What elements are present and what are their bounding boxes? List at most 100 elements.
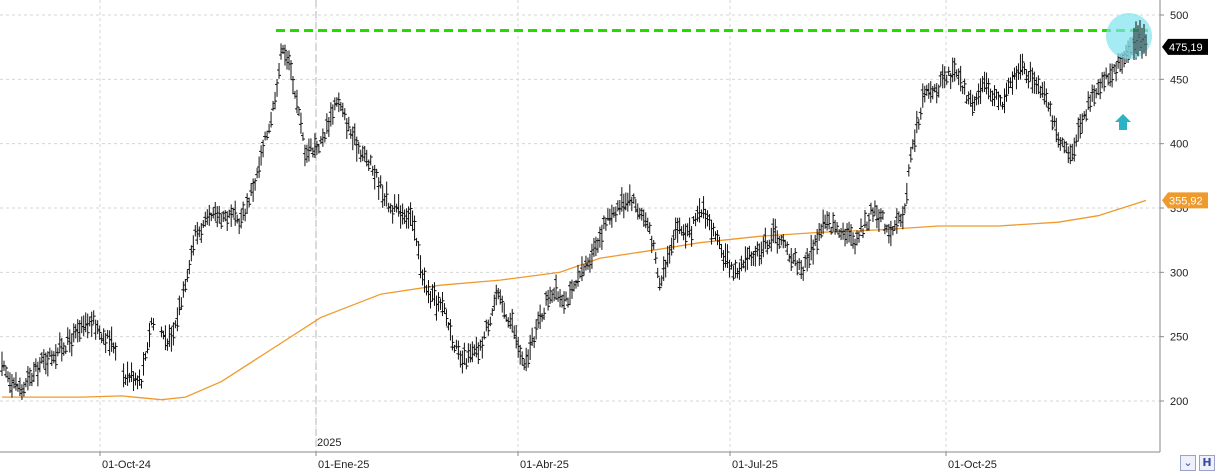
ohlc-bar xyxy=(49,350,54,366)
ohlc-bars xyxy=(0,29,1148,401)
ohlc-bar xyxy=(47,347,52,358)
ohlc-bar xyxy=(536,311,541,329)
x-tick-label: 01-Abr-25 xyxy=(520,459,569,471)
ohlc-bar xyxy=(456,340,461,360)
ma_value: 355,92 xyxy=(1162,192,1208,209)
ohlc-bar xyxy=(1024,69,1029,84)
ohlc-bar xyxy=(1060,137,1065,147)
ohlc-bar xyxy=(572,281,576,292)
ohlc-bar xyxy=(37,357,42,373)
ohlc-bar xyxy=(364,149,369,167)
ohlc-bar xyxy=(711,222,716,237)
ohlc-bar xyxy=(558,288,563,308)
ohlc-bar xyxy=(414,237,419,247)
ohlc-bar xyxy=(426,279,431,304)
ohlc-bar xyxy=(27,367,32,387)
ohlc-bar xyxy=(378,175,383,189)
ohlc-bar xyxy=(789,247,794,272)
ohlc-bar xyxy=(853,238,858,255)
ohlc-bar xyxy=(673,217,678,239)
ohlc-bar xyxy=(518,344,523,365)
ohlc-bar xyxy=(904,182,909,204)
ohlc-bar xyxy=(1052,115,1057,127)
ohlc-bar xyxy=(813,234,818,247)
ohlc-bar xyxy=(422,267,427,293)
ohlc-bar xyxy=(249,183,254,197)
ohlc-bar xyxy=(715,230,720,246)
ohlc-bar xyxy=(161,330,166,340)
ohlc-bar xyxy=(243,208,248,222)
ohlc-bar xyxy=(466,343,471,363)
ohlc-bar xyxy=(968,89,973,107)
ohlc-bar xyxy=(65,327,70,345)
ohlc-bar xyxy=(450,335,455,351)
ohlc-bar xyxy=(896,211,901,224)
ohlc-bar xyxy=(195,221,200,245)
ohlc-bar xyxy=(179,297,184,310)
x-tick-label: 01-Ene-25 xyxy=(318,459,369,471)
ohlc-bar xyxy=(201,220,206,229)
ohlc-bar xyxy=(1048,101,1053,117)
ohlc-bar xyxy=(261,139,266,158)
ohlc-bar xyxy=(663,259,668,278)
ohlc-bar xyxy=(396,194,401,217)
ohlc-bar xyxy=(958,65,963,92)
chevron-down-icon[interactable]: ⌄ xyxy=(1180,455,1196,471)
ohlc-bar xyxy=(213,201,218,222)
ohlc-bar xyxy=(585,257,590,270)
ohlc-bar xyxy=(1088,94,1093,112)
ohlc-bar xyxy=(298,112,303,134)
ohlc-bar xyxy=(587,253,592,273)
ohlc-bar xyxy=(247,197,252,208)
ohlc-bar xyxy=(534,319,539,340)
ohlc-bar xyxy=(486,319,491,336)
ohlc-bar xyxy=(556,291,561,302)
ohlc-bar xyxy=(767,239,772,248)
ohlc-bar xyxy=(1028,61,1033,82)
ohlc-bar xyxy=(434,295,439,321)
ohlc-bar xyxy=(683,223,688,249)
ohlc-bar xyxy=(845,223,850,244)
ohlc-bar xyxy=(384,181,389,207)
ohlc-bar xyxy=(308,138,313,152)
ohlc-bar xyxy=(546,289,551,311)
ohlc-bar xyxy=(394,203,399,213)
ohlc-bar xyxy=(235,214,240,224)
ohlc-bar xyxy=(928,81,933,103)
ohlc-bar xyxy=(23,377,28,388)
grid-layer xyxy=(0,0,1160,452)
ohlc-bar xyxy=(807,252,812,269)
ohlc-bar xyxy=(380,185,385,208)
ohlc-bar xyxy=(870,207,875,222)
ohlc-bar xyxy=(833,219,838,235)
ohlc-bar xyxy=(1114,61,1119,82)
ohlc-bar xyxy=(332,97,337,111)
ohlc-bar xyxy=(544,291,549,306)
ohlc-bar xyxy=(344,118,349,139)
ohlc-bar xyxy=(1072,137,1077,162)
ohlc-bar xyxy=(169,326,174,352)
ohlc-bar xyxy=(1076,117,1081,142)
ohlc-bar xyxy=(745,247,750,270)
ohlc-bar xyxy=(976,83,981,105)
ohlc-bar xyxy=(89,311,94,337)
ohlc-bar xyxy=(811,239,816,265)
ohlc-bar xyxy=(151,318,156,331)
ohlc-bar xyxy=(639,207,644,221)
ma_value-label: 355,92 xyxy=(1169,195,1203,207)
y-tick-label: 400 xyxy=(1170,139,1188,151)
ohlc-bar xyxy=(285,50,290,70)
ohlc-bar xyxy=(659,275,664,287)
ohlc-bar xyxy=(755,241,760,257)
ohlc-bar xyxy=(916,118,921,130)
ohlc-bar xyxy=(217,205,222,224)
ohlc-bar xyxy=(187,259,192,275)
ohlc-bar xyxy=(203,211,208,227)
ohlc-bar xyxy=(211,207,216,219)
ohlc-bar xyxy=(697,198,702,223)
ohlc-bar xyxy=(125,361,130,386)
ohlc-bar xyxy=(81,315,86,337)
ohlc-bar xyxy=(878,208,883,223)
h-icon[interactable]: H xyxy=(1199,455,1215,471)
ohlc-bar xyxy=(815,228,820,255)
